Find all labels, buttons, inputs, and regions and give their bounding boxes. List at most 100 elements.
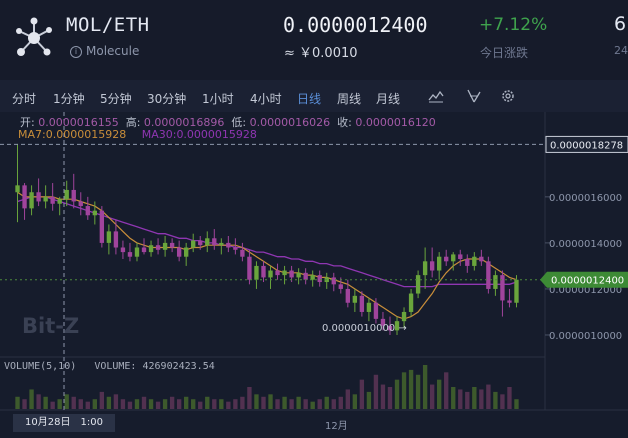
volume-bar	[373, 374, 379, 409]
candle-body	[99, 210, 105, 243]
volume-bar	[465, 391, 470, 409]
candle-body	[373, 302, 379, 319]
candle-body	[71, 189, 76, 202]
low-value: 0.0000016026	[249, 116, 331, 129]
volume-bar	[92, 399, 97, 409]
close-label: 收:	[337, 116, 352, 129]
volume-bar	[493, 391, 498, 409]
volume-bar	[247, 387, 252, 409]
candle-body	[240, 249, 245, 257]
volume-bar	[113, 394, 119, 409]
draw-tool-icon[interactable]	[466, 88, 482, 104]
candle-body	[451, 254, 456, 262]
volume-bar	[43, 396, 48, 409]
tab-1hour[interactable]: 1小时	[202, 92, 234, 106]
tab-monthly[interactable]: 月线	[376, 92, 401, 106]
candle-body	[282, 270, 287, 276]
volume-bar	[408, 369, 414, 409]
info-icon[interactable]: i	[70, 46, 82, 58]
candle-body	[78, 201, 83, 207]
y-tick-label: 0.0000014000	[549, 239, 622, 250]
ma-legend: MA7:0.0000015928 MA30:0.0000015928	[18, 128, 257, 141]
candle-body	[85, 206, 90, 216]
tab-1min[interactable]: 1分钟	[53, 92, 85, 106]
volume-bar	[415, 374, 421, 409]
volume-bar	[324, 396, 329, 409]
candle-body	[359, 295, 365, 312]
candlestick-chart[interactable]: 0.00000160000.00000140000.00000120000.00…	[0, 112, 628, 438]
candle-body	[169, 242, 175, 248]
high-value: 0.0000016896	[143, 116, 225, 129]
volume-bar	[212, 399, 217, 409]
tab-weekly[interactable]: 周线	[337, 92, 362, 106]
volume-bar	[36, 394, 41, 409]
coin-name[interactable]: i Molecule	[70, 44, 139, 58]
volume-bar	[120, 399, 126, 409]
candle-body	[64, 189, 69, 200]
candle-body	[394, 321, 400, 331]
volume-bar	[422, 365, 428, 409]
volume-bar	[401, 372, 407, 409]
volume-bar	[317, 399, 322, 409]
tab-daily[interactable]: 日线	[297, 92, 322, 106]
candle-body	[50, 196, 55, 204]
candle-body	[15, 185, 20, 193]
candle-body	[233, 247, 238, 250]
volume-bar	[359, 379, 365, 409]
price-change-label: 今日涨跌	[480, 46, 529, 60]
pair-title: MOL/ETH	[66, 14, 150, 36]
tab-5min[interactable]: 5分钟	[100, 92, 132, 106]
volume-bar	[254, 394, 259, 409]
candle-body	[198, 240, 203, 246]
tab-timeshare[interactable]: 分时	[12, 92, 37, 106]
volume-bar	[296, 396, 301, 409]
volume-bar	[71, 396, 76, 409]
candle-body	[472, 256, 477, 266]
volume-bar	[191, 399, 196, 409]
candle-body	[141, 247, 147, 253]
candle-body	[247, 256, 252, 280]
tab-30min[interactable]: 30分钟	[147, 92, 187, 106]
ohlc-legend: 开: 0.0000016155 高: 0.0000016896 低: 0.000…	[20, 114, 436, 130]
volume-bar	[198, 401, 203, 409]
candle-body	[493, 275, 498, 289]
volume-bar	[205, 396, 210, 409]
candle-body	[268, 270, 273, 278]
candle-body	[401, 311, 407, 322]
volume-bar	[148, 399, 154, 409]
volume-bar	[219, 399, 224, 409]
candle-body	[500, 275, 505, 301]
candle-body	[458, 254, 463, 260]
volume-bar	[268, 394, 273, 409]
volume-legend: VOLUME(5,10) VOLUME: 426902423.54	[4, 361, 215, 372]
volume-bar	[394, 379, 400, 409]
candle-body	[429, 261, 435, 271]
current-price-text: 0.0000012400	[551, 276, 624, 287]
x-tick-month: 12月	[325, 421, 348, 432]
candle-body	[43, 196, 48, 202]
candle-body	[219, 242, 224, 246]
candle-body	[106, 231, 112, 243]
crosshair-date: 10月28日 1:00	[13, 414, 115, 432]
candle-body	[415, 275, 421, 294]
indicator-icon[interactable]	[428, 88, 444, 104]
candle-body	[465, 259, 470, 266]
candle-body	[422, 261, 428, 276]
low-label: 低:	[231, 116, 247, 129]
candle-body	[486, 261, 491, 289]
market-header: MOL/ETH i Molecule 0.0000012400 ≈ ￥0.0010…	[0, 0, 628, 81]
volume-bar	[22, 399, 27, 409]
volume-bar	[366, 391, 372, 409]
settings-icon[interactable]	[500, 88, 516, 104]
volume-bar	[141, 396, 147, 409]
volume-bar	[85, 401, 90, 409]
ma7-value: 0.0000015928	[45, 128, 127, 141]
bitz-watermark: Bit-Z	[22, 314, 80, 338]
last-price: 0.0000012400	[283, 13, 428, 37]
candle-body	[387, 325, 393, 331]
candle-body	[205, 238, 210, 246]
tab-4hour[interactable]: 4小时	[250, 92, 282, 106]
cut-stat-label: 24	[614, 44, 628, 57]
ma30-label: MA30:	[141, 128, 177, 141]
volume-bar	[106, 396, 112, 409]
